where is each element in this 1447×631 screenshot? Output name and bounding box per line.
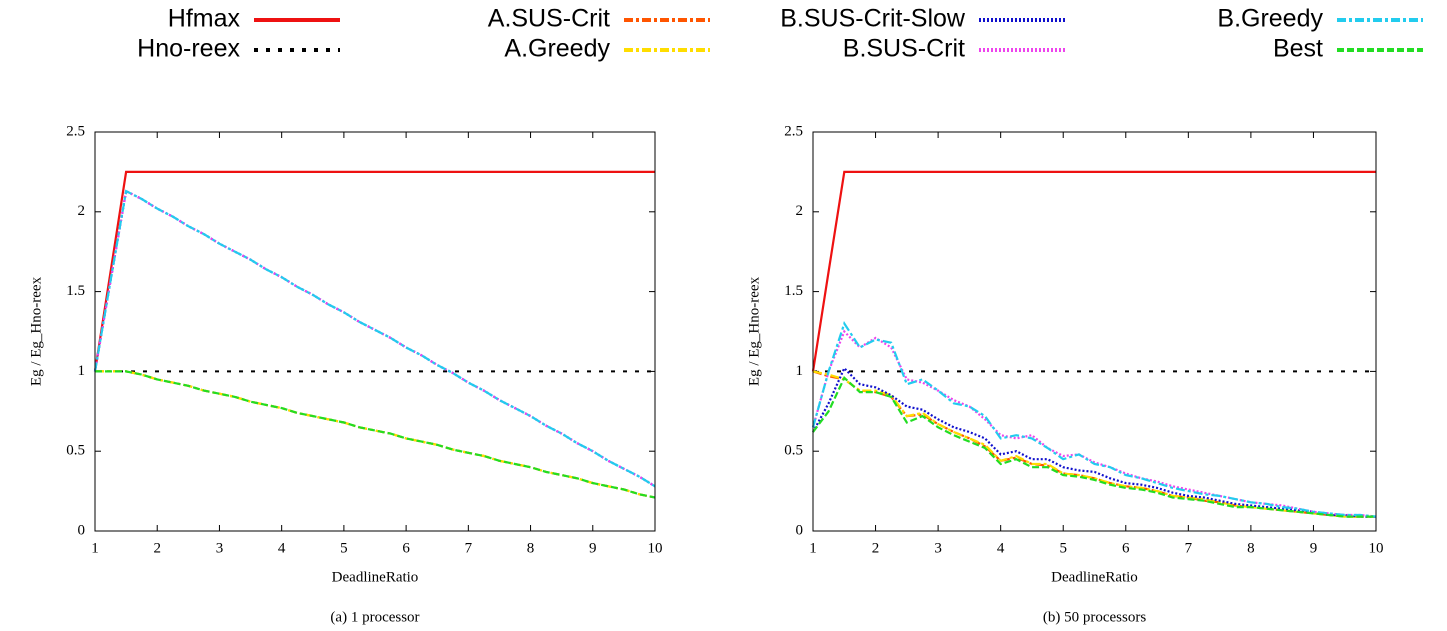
legend-label: Hno-reex [137,35,240,63]
series-line: A.SUS-Crit [95,370,656,499]
x-axis-label: DeadlineRatio [1051,569,1138,585]
y-tick-label: 1 [796,363,804,379]
series-line: B.SUS-Crit-Slow [812,366,1376,518]
plot-frame [812,131,1377,532]
series-line: A.Greedy [812,370,1376,518]
x-tick-label: 10 [1369,540,1384,556]
series-line: B.Greedy [93,189,656,488]
x-axis-label: DeadlineRatio [332,569,419,585]
plot-frame [94,131,656,532]
legend-label: Hfmax [168,5,241,33]
x-tick-label: 9 [589,540,597,556]
x-tick-label: 7 [1185,540,1193,556]
y-tick-label: 0 [796,522,804,538]
y-tick-label: 1.5 [784,283,803,299]
x-tick-label: 1 [809,540,817,556]
x-tick-label: 6 [1122,540,1130,556]
x-tick-label: 1 [91,540,99,556]
caption: (b) 50 processors [1043,609,1146,625]
y-tick-label: 0.5 [784,443,803,459]
series-line: A.SUS-Crit [812,370,1376,518]
x-tick-label: 3 [216,540,224,556]
series-line: Hfmax [811,170,1376,372]
legend-label: Best [1273,35,1323,63]
x-tick-label: 5 [340,540,348,556]
x-tick-label: 4 [278,540,286,556]
x-tick-label: 3 [934,540,942,556]
x-tick-label: 9 [1310,540,1318,556]
x-tick-label: 2 [872,540,880,556]
series-line: B.SUS-Crit [811,329,1377,518]
series-line: B.Greedy [811,320,1377,518]
series-line: Hfmax [93,170,655,372]
legend-label: A.SUS-Crit [488,5,610,33]
x-tick-label: 2 [153,540,161,556]
y-axis-label: Eg / Eg_Hno-reex [746,276,762,386]
x-tick-label: 4 [997,540,1005,556]
y-tick-label: 0 [78,522,86,538]
series-line: Best [95,370,656,499]
legend-label: B.SUS-Crit-Slow [780,5,966,33]
x-tick-label: 5 [1059,540,1067,556]
legend-label: B.Greedy [1217,5,1323,33]
series-line: B.SUS-Crit-Slow [93,189,656,488]
legend-label: B.SUS-Crit [843,35,965,63]
x-tick-label: 6 [402,540,410,556]
caption: (a) 1 processor [330,609,419,625]
x-tick-label: 7 [465,540,473,556]
y-tick-label: 2.5 [66,123,85,139]
series-line: B.SUS-Crit [93,189,656,488]
y-tick-label: 0.5 [66,443,85,459]
y-tick-label: 2 [796,203,804,219]
x-tick-label: 8 [527,540,535,556]
series-line: A.Greedy [95,370,656,499]
y-tick-label: 2.5 [784,123,803,139]
series-line: Best [812,375,1376,518]
legend-label: A.Greedy [504,35,610,63]
y-tick-label: 1 [78,363,86,379]
y-tick-label: 1.5 [66,283,85,299]
x-tick-label: 8 [1247,540,1255,556]
x-tick-label: 10 [648,540,663,556]
y-tick-label: 2 [78,203,86,219]
y-axis-label: Eg / Eg_Hno-reex [28,276,44,386]
